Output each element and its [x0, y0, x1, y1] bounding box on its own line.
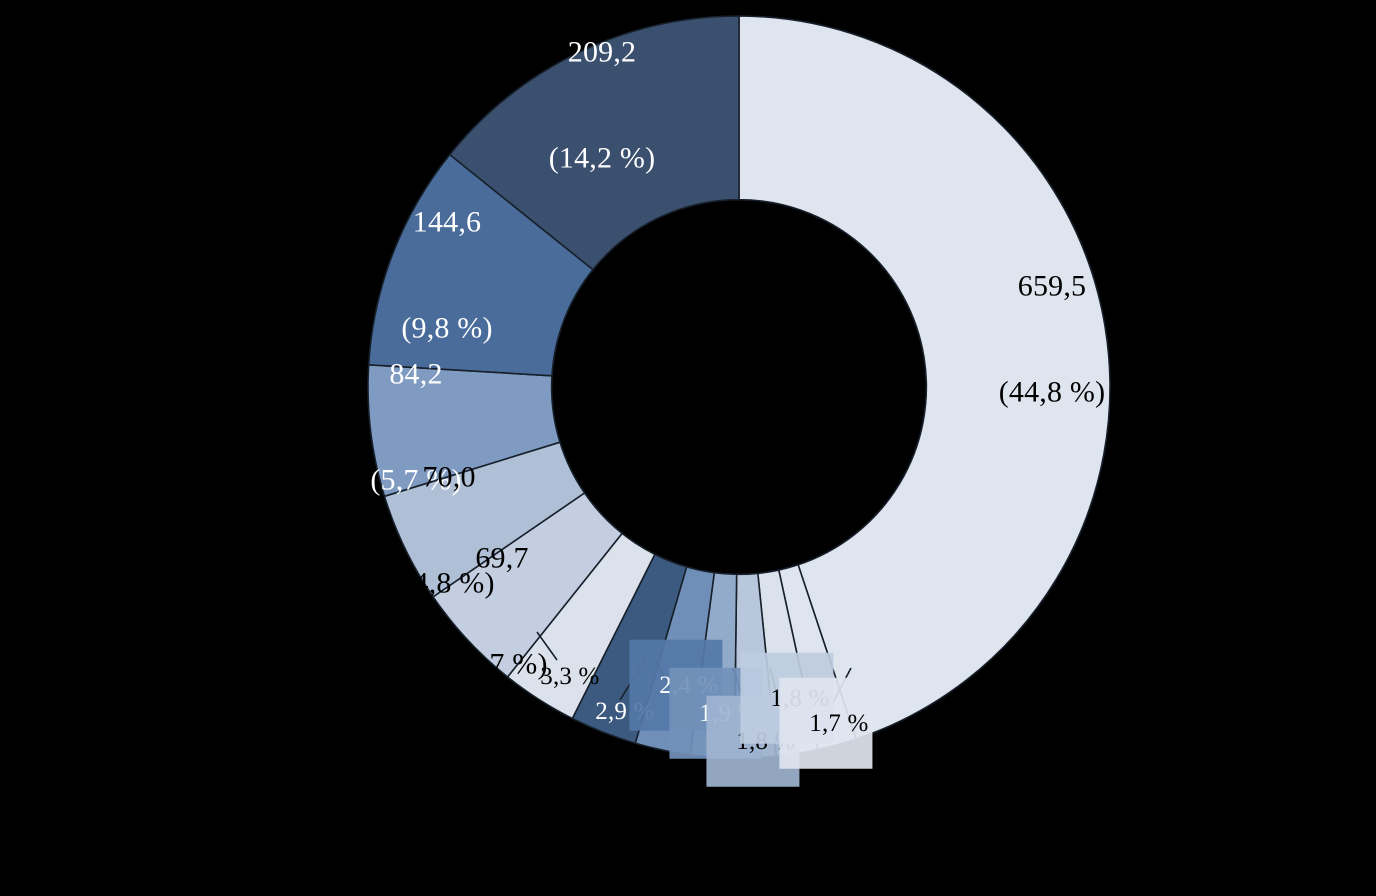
slices-group	[367, 15, 1111, 759]
slice-209-2[interactable]	[448, 15, 740, 271]
leader-line-0	[536, 631, 558, 661]
slice-659-5[interactable]	[738, 15, 1111, 740]
